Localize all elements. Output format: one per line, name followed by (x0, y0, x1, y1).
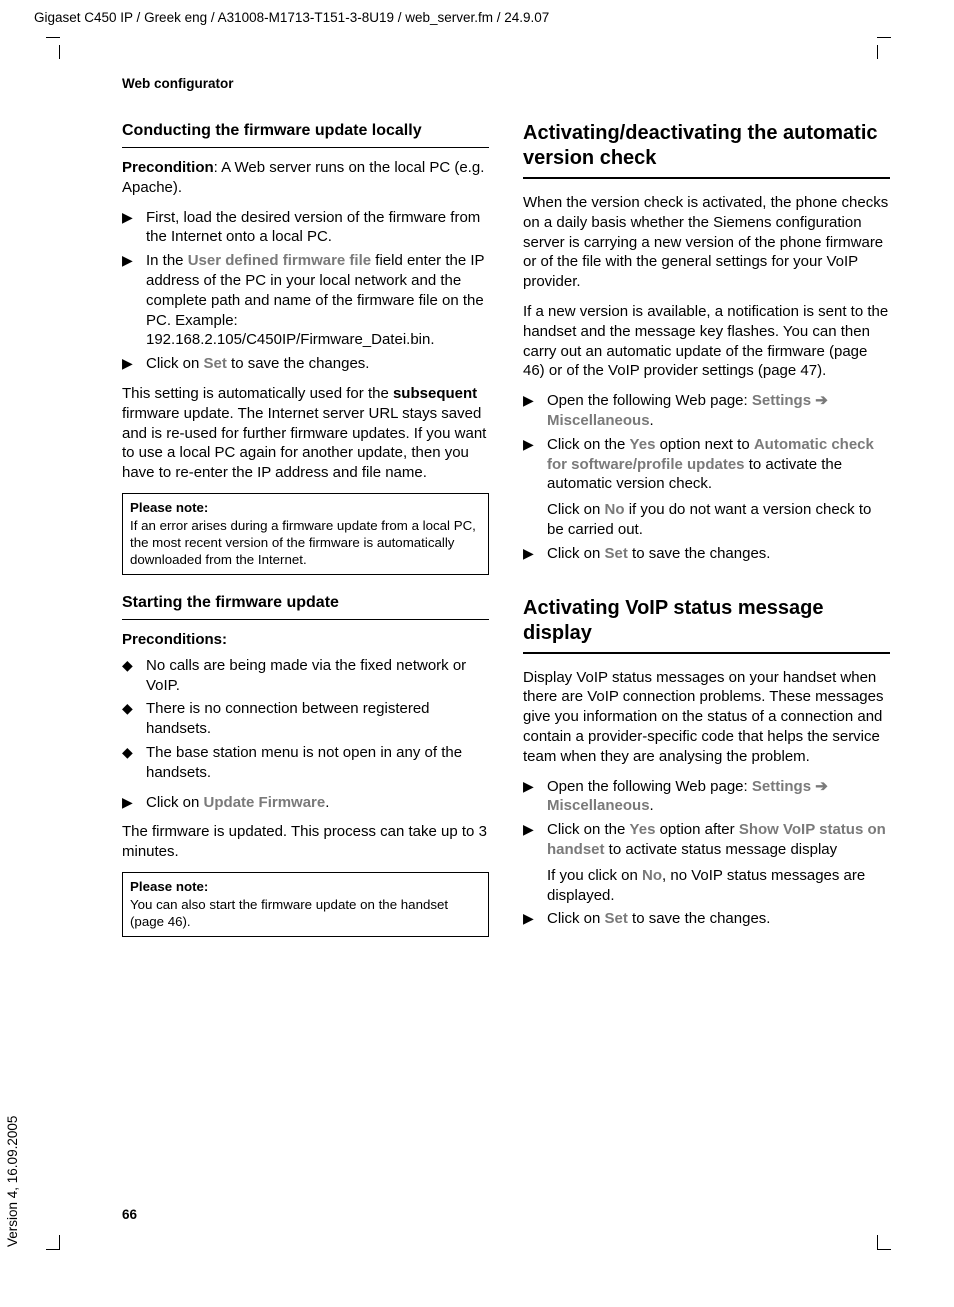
list-item: ▶ Click on Set to save the changes. (523, 544, 890, 564)
diamond-list: ◆ No calls are being made via the fixed … (122, 656, 489, 783)
paragraph: The firmware is updated. This process ca… (122, 822, 489, 862)
arrow-right-icon: ➔ (815, 777, 828, 797)
crop-mark-bl (46, 1235, 60, 1257)
crop-mark-tr (877, 37, 891, 59)
version-label: Version 4, 16.09.2005 (5, 1116, 20, 1247)
triangle-icon: ▶ (523, 909, 547, 929)
list-item: ◆ The base station menu is not open in a… (122, 743, 489, 783)
note-box: Please note: If an error arises during a… (122, 493, 489, 575)
list-item: ▶ In the User defined firmware file fiel… (122, 251, 489, 350)
list-item: ▶ Open the following Web page: Settings … (523, 391, 890, 431)
subheading-preconditions: Preconditions: (122, 630, 489, 650)
list-item: ▶ Click on Set to save the changes. (122, 354, 489, 374)
triangle-icon: ▶ (122, 793, 146, 813)
triangle-icon: ▶ (523, 820, 547, 905)
step-list: ▶ First, load the desired version of the… (122, 208, 489, 374)
diamond-icon: ◆ (122, 656, 146, 696)
right-column: Activating/deactivating the automatic ve… (523, 121, 890, 939)
note-box: Please note: You can also start the firm… (122, 872, 489, 937)
list-item: ▶ Click on Update Firmware. (122, 793, 489, 813)
paragraph: When the version check is activated, the… (523, 193, 890, 292)
page-number: 66 (122, 1207, 137, 1222)
triangle-icon: ▶ (122, 208, 146, 248)
running-head: Web configurator (122, 76, 890, 91)
step-list: ▶ Open the following Web page: Settings … (523, 777, 890, 930)
list-item: ◆ There is no connection between registe… (122, 699, 489, 739)
triangle-icon: ▶ (523, 391, 547, 431)
triangle-icon: ▶ (122, 354, 146, 374)
arrow-right-icon: ➔ (815, 391, 828, 411)
step-list: ▶ Open the following Web page: Settings … (523, 391, 890, 563)
list-item: ▶ Click on the Yes option next to Automa… (523, 435, 890, 540)
list-item: ▶ Click on Set to save the changes. (523, 909, 890, 929)
heading-voip-status: Activating VoIP status message display (523, 596, 890, 654)
crop-mark-br (877, 1235, 891, 1257)
triangle-icon: ▶ (523, 435, 547, 540)
heading-starting: Starting the firmware update (122, 593, 489, 620)
left-column: Conducting the firmware update locally P… (122, 121, 489, 939)
page-content: Web configurator Conducting the firmware… (122, 76, 890, 939)
paragraph: This setting is automatically used for t… (122, 384, 489, 483)
list-item: ▶ Click on the Yes option after Show VoI… (523, 820, 890, 905)
triangle-icon: ▶ (523, 544, 547, 564)
paragraph: Precondition: A Web server runs on the l… (122, 158, 489, 198)
heading-version-check: Activating/deactivating the automatic ve… (523, 121, 890, 179)
paragraph: If a new version is available, a notific… (523, 302, 890, 381)
list-item: ▶ First, load the desired version of the… (122, 208, 489, 248)
list-item: ▶ Open the following Web page: Settings … (523, 777, 890, 817)
diamond-icon: ◆ (122, 699, 146, 739)
doc-header: Gigaset C450 IP / Greek eng / A31008-M17… (34, 10, 549, 25)
triangle-icon: ▶ (523, 777, 547, 817)
triangle-icon: ▶ (122, 251, 146, 350)
crop-mark-tl (46, 37, 60, 59)
heading-conducting: Conducting the firmware update locally (122, 121, 489, 148)
step-list: ▶ Click on Update Firmware. (122, 793, 489, 813)
paragraph: Display VoIP status messages on your han… (523, 668, 890, 767)
list-item: ◆ No calls are being made via the fixed … (122, 656, 489, 696)
diamond-icon: ◆ (122, 743, 146, 783)
